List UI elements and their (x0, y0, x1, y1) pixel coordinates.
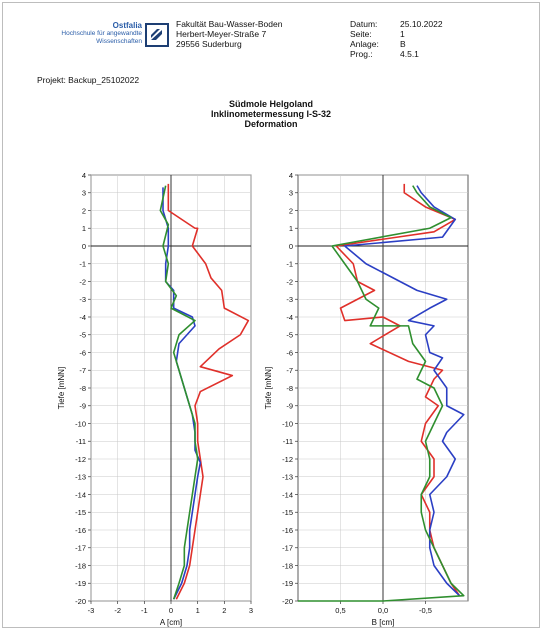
meta-label-program: Prog.: (350, 49, 373, 59)
y-tick-label: -6 (286, 348, 293, 357)
y-tick-label: -20 (282, 597, 293, 606)
y-tick-label: -1 (286, 260, 293, 269)
logo-name: Ostfalia (112, 21, 142, 30)
y-tick-label: -16 (282, 526, 293, 535)
series-line-green (159, 185, 199, 600)
x-tick-label: -2 (114, 606, 121, 615)
y-tick-label: -8 (79, 384, 86, 393)
y-tick-label: -20 (75, 597, 86, 606)
y-tick-label: -3 (79, 295, 86, 304)
y-tick-label: -5 (79, 331, 86, 340)
y-tick-label: -18 (282, 561, 293, 570)
series-line-red (335, 183, 461, 597)
x-tick-label: 0,0 (378, 606, 388, 615)
faculty-address: Fakultät Bau-Wasser-Boden Herbert-Meyer-… (176, 19, 282, 49)
y-tick-label: -2 (286, 277, 293, 286)
x-tick-label: -0,5 (419, 606, 432, 615)
x-tick-label: -3 (88, 606, 95, 615)
y-tick-label: 3 (289, 189, 293, 198)
logo-line-1: Hochschule für angewandte (61, 30, 142, 37)
y-tick-label: -15 (75, 508, 86, 517)
y-tick-label: -19 (75, 579, 86, 588)
chart-title-line-3: Deformation (244, 119, 298, 129)
x-tick-label: 0,5 (335, 606, 345, 615)
x-tick-label: -1 (141, 606, 148, 615)
meta-values: 25.10.2022 1 B 4.5.1 (400, 19, 443, 59)
y-tick-label: -4 (79, 313, 86, 322)
y-axis-label: Tiefe [mNN] (57, 367, 66, 409)
y-tick-label: -3 (286, 295, 293, 304)
y-tick-label: -14 (75, 490, 86, 499)
y-axis-label: Tiefe [mNN] (264, 367, 273, 409)
chart-title-line-1: Südmole Helgoland (228, 99, 313, 109)
y-tick-label: 4 (82, 171, 86, 180)
y-tick-label: -1 (79, 260, 86, 269)
y-tick-label: -17 (282, 544, 293, 553)
y-tick-label: -19 (282, 579, 293, 588)
y-tick-label: -18 (75, 561, 86, 570)
y-tick-label: -9 (79, 402, 86, 411)
institution-logo-text: Ostfalia Hochschule für angewandte Wisse… (47, 21, 142, 46)
y-tick-label: -10 (75, 419, 86, 428)
x-tick-label: 0 (169, 606, 173, 615)
meta-label-page: Seite: (350, 29, 372, 39)
y-tick-label: -2 (79, 277, 86, 286)
y-tick-label: -16 (75, 526, 86, 535)
meta-value-date: 25.10.2022 (400, 19, 443, 29)
y-tick-label: -6 (79, 348, 86, 357)
meta-label-attachment: Anlage: (350, 39, 379, 49)
y-tick-label: -5 (286, 331, 293, 340)
y-tick-label: -17 (75, 544, 86, 553)
y-tick-label: 4 (289, 171, 293, 180)
x-tick-label: 3 (249, 606, 253, 615)
project-name: Projekt: Backup_25102022 (37, 75, 140, 85)
address-line-2: Herbert-Meyer-Straße 7 (176, 29, 267, 39)
x-tick-label: 1 (196, 606, 200, 615)
y-tick-label: 2 (289, 206, 293, 215)
y-tick-label: -9 (286, 402, 293, 411)
series-line-green (298, 185, 465, 602)
y-tick-label: -10 (282, 419, 293, 428)
y-tick-label: -4 (286, 313, 293, 322)
y-tick-label: -8 (286, 384, 293, 393)
x-axis-label: B [cm] (372, 618, 395, 627)
y-tick-label: -12 (75, 455, 86, 464)
series-line-blue (343, 185, 465, 597)
y-tick-label: -13 (282, 473, 293, 482)
logo-line-2: Wissenschaften (96, 38, 142, 45)
y-tick-label: -13 (75, 473, 86, 482)
meta-labels: Datum: Seite: Anlage: Prog.: (350, 19, 379, 59)
y-tick-label: 2 (82, 206, 86, 215)
y-tick-label: 0 (82, 242, 86, 251)
y-tick-label: 0 (289, 242, 293, 251)
x-axis-label: A [cm] (160, 618, 182, 627)
y-tick-label: -7 (286, 366, 293, 375)
meta-value-program: 4.5.1 (400, 49, 419, 59)
ostfalia-logo-icon (145, 23, 169, 47)
meta-value-attachment: B (400, 39, 406, 49)
y-tick-label: -14 (282, 490, 293, 499)
y-tick-label: 1 (82, 224, 86, 233)
y-tick-label: -7 (79, 366, 86, 375)
y-tick-label: 3 (82, 189, 86, 198)
meta-value-page: 1 (400, 29, 405, 39)
x-tick-label: 2 (222, 606, 226, 615)
y-tick-label: -11 (76, 437, 86, 446)
address-line-3: 29556 Suderburg (176, 39, 242, 49)
y-tick-label: -11 (283, 437, 293, 446)
series-line-red (167, 183, 250, 600)
inclinometer-charts: -20-19-18-17-16-15-14-13-12-11-10-9-8-7-… (57, 171, 469, 627)
y-tick-label: 1 (289, 224, 293, 233)
meta-label-date: Datum: (350, 19, 378, 29)
y-tick-label: -15 (282, 508, 293, 517)
y-tick-label: -12 (282, 455, 293, 464)
address-line-1: Fakultät Bau-Wasser-Boden (176, 19, 283, 29)
chart-title-line-2: Inklinometermessung I-S-32 (210, 109, 332, 119)
chart-title-block: Südmole Helgoland Inklinometermessung I-… (3, 99, 539, 129)
